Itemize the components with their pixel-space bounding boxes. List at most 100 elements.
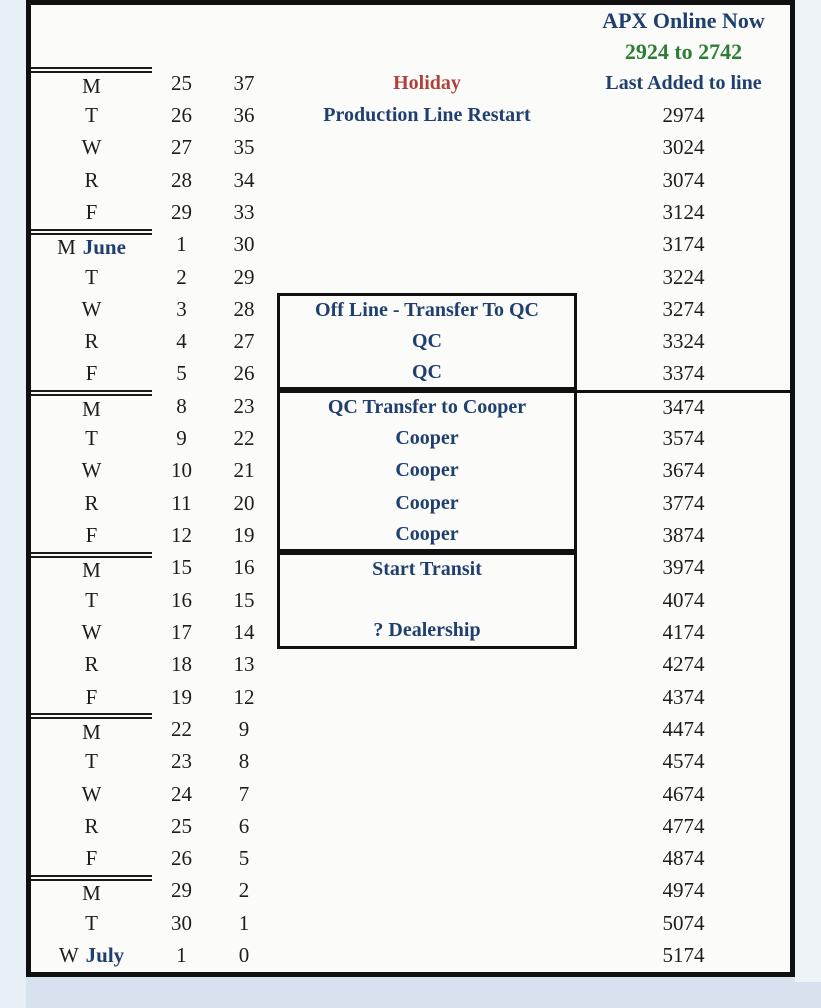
date-cell: 15 <box>171 555 192 580</box>
note-cell: Cooper <box>277 422 577 455</box>
countdown-cell <box>211 36 277 67</box>
countdown-cell: 7 <box>238 781 250 806</box>
month-label: June <box>82 235 126 260</box>
last-added-value-cell: 4474 <box>662 716 705 741</box>
date-cell: 1 <box>176 232 187 257</box>
month-label: July <box>85 943 125 968</box>
date-cell: 16 <box>171 587 192 612</box>
day-cell: W <box>31 616 152 648</box>
date-cell: 29 <box>171 878 192 903</box>
schedule-row: F 29 33 3124 <box>31 196 790 228</box>
schedule-row: W 27 35 3024 <box>31 132 790 164</box>
schedule-row: M 22 9 4474 <box>31 713 790 745</box>
date-cell: 23 <box>171 749 192 774</box>
day-cell: R <box>31 487 152 519</box>
day-letter: R <box>84 813 99 838</box>
production-schedule-table: APX Online Now 2924 to 2742 M 25 37 Holiday… <box>26 0 795 977</box>
day-cell: M June <box>31 228 152 261</box>
schedule-row: R 28 34 3074 <box>31 164 790 196</box>
date-cell: 8 <box>176 393 187 418</box>
date-cell: 26 <box>171 102 192 127</box>
day-cell: F <box>31 519 152 551</box>
schedule-row: M 8 23 QC Transfer to Cooper 3474 <box>31 390 790 423</box>
day-cell: M <box>31 713 152 745</box>
day-letter: M <box>82 558 101 583</box>
schedule-row: M June 1 30 3174 <box>31 228 790 261</box>
note-cell <box>277 261 577 293</box>
schedule-row: F 5 26 QC 3374 <box>31 357 790 391</box>
day-letter: F <box>85 523 98 548</box>
schedule-row: W 10 21 Cooper 3674 <box>31 454 790 488</box>
day-letter: T <box>85 264 98 289</box>
last-added-value-cell: 3024 <box>662 135 705 160</box>
note-cell: QC Transfer to Cooper <box>277 390 577 423</box>
date-cell: 22 <box>171 716 192 741</box>
countdown-cell: 8 <box>238 749 250 774</box>
last-added-value-cell: 3124 <box>662 199 705 224</box>
countdown-cell: 12 <box>233 684 255 709</box>
countdown-cell: 20 <box>233 490 255 515</box>
schedule-row: M 29 2 4974 <box>31 874 790 907</box>
date-cell: 18 <box>171 652 192 677</box>
note-cell: Cooper <box>277 519 577 552</box>
countdown-cell: 37 <box>233 70 255 95</box>
note-cell: Holiday <box>393 71 461 94</box>
date-cell <box>152 5 211 36</box>
note-cell <box>277 713 577 745</box>
day-letter: T <box>85 426 98 451</box>
schedule-row: T 26 36 Production Line Restart 2974 <box>31 99 790 131</box>
note-cell <box>277 649 577 681</box>
note-cell <box>277 907 577 939</box>
schedule-row: M 15 16 Start Transit 3974 <box>31 551 790 584</box>
header-row-1: APX Online Now <box>31 5 790 36</box>
note-cell <box>277 843 577 875</box>
last-added-value-cell: 5074 <box>662 910 705 935</box>
day-cell: F <box>31 681 152 713</box>
last-added-value-cell: 4174 <box>662 619 705 644</box>
note-cell: Off Line - Transfer To QC <box>277 293 577 326</box>
note-cell <box>277 164 577 196</box>
day-cell: T <box>31 584 152 616</box>
date-cell: 25 <box>171 70 192 95</box>
countdown-cell: 33 <box>233 199 255 224</box>
day-cell: W <box>31 293 152 325</box>
note-cell <box>277 5 577 36</box>
day-letter: M <box>82 719 101 744</box>
last-added-value-cell: 2974 <box>662 102 705 127</box>
schedule-row: W July 1 0 5174 <box>31 939 790 971</box>
day-cell: T <box>31 99 152 131</box>
day-letter: W <box>58 943 79 968</box>
schedule-row: W 24 7 4674 <box>31 778 790 810</box>
page-margin-left <box>0 0 26 1008</box>
day-cell <box>31 36 152 67</box>
note-cell <box>277 810 577 842</box>
countdown-cell: 27 <box>233 329 255 354</box>
day-letter: W <box>81 619 102 644</box>
last-added-value-cell: 3974 <box>662 555 705 580</box>
day-letter: T <box>85 749 98 774</box>
day-letter: T <box>85 910 98 935</box>
note-cell <box>277 229 577 261</box>
last-added-value-cell: 3574 <box>662 426 705 451</box>
last-added-value-cell: 3474 <box>577 390 790 422</box>
schedule-row: W 17 14 ? Dealership 4174 <box>31 616 790 649</box>
note-cell <box>277 939 577 971</box>
date-cell: 11 <box>171 490 192 515</box>
note-cell: Cooper <box>277 487 577 520</box>
countdown-cell: 6 <box>238 813 250 838</box>
last-added-value-cell: 3374 <box>662 361 705 386</box>
last-added-value-cell: 4374 <box>662 684 705 709</box>
last-added-value-cell: 3074 <box>662 167 705 192</box>
day-letter: R <box>84 329 99 354</box>
schedule-row: R 4 27 QC 3324 <box>31 325 790 358</box>
countdown-cell: 5 <box>238 846 250 871</box>
last-added-value-cell: 3174 <box>662 232 705 257</box>
day-cell: W <box>31 455 152 487</box>
date-cell: 12 <box>171 523 192 548</box>
schedule-row: T 30 1 5074 <box>31 907 790 939</box>
day-cell: R <box>31 164 152 196</box>
last-added-value-cell: 3274 <box>662 296 705 321</box>
schedule-row: R 18 13 4274 <box>31 649 790 681</box>
day-letter: M <box>57 235 76 260</box>
day-cell: W <box>31 132 152 164</box>
